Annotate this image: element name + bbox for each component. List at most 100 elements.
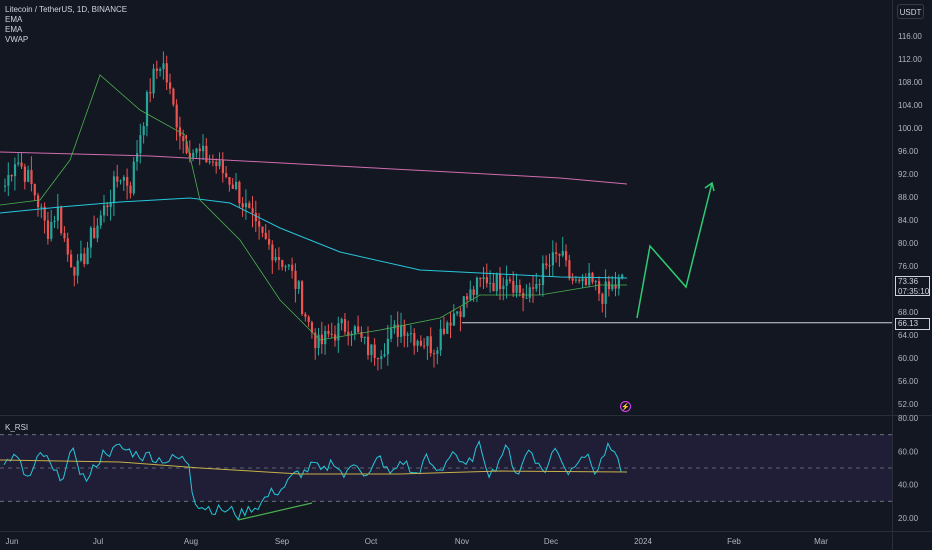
candle-body bbox=[159, 69, 162, 71]
candle-body bbox=[429, 336, 432, 354]
candle-body bbox=[89, 227, 92, 248]
candle-body bbox=[406, 334, 409, 336]
candle-body bbox=[63, 233, 66, 239]
candle-body bbox=[175, 104, 178, 128]
indicator-vwap[interactable]: VWAP bbox=[5, 35, 29, 44]
rsi-divergence-line bbox=[237, 502, 313, 521]
candle-body bbox=[182, 136, 185, 142]
candle-body bbox=[142, 126, 145, 136]
candle-body bbox=[30, 170, 33, 184]
currency-button[interactable]: USDT bbox=[897, 4, 924, 19]
candle-body bbox=[433, 353, 436, 355]
candle-body bbox=[208, 161, 211, 163]
candle-body bbox=[551, 252, 554, 266]
candle-body bbox=[27, 170, 30, 182]
candle-body bbox=[99, 215, 102, 226]
candle-body bbox=[545, 263, 548, 266]
candle-body bbox=[409, 333, 413, 335]
candle-body bbox=[284, 266, 287, 268]
rsi-line bbox=[3, 440, 622, 521]
time-label: Jun bbox=[6, 537, 19, 546]
price-tick-label: 80.00 bbox=[898, 239, 919, 248]
lightning-icon[interactable]: ⚡ bbox=[620, 401, 631, 412]
candle-body bbox=[112, 176, 116, 203]
time-label: Jul bbox=[93, 537, 103, 546]
candle-body bbox=[446, 322, 449, 334]
candle-body bbox=[400, 325, 403, 337]
indicator-ema-2[interactable]: EMA bbox=[5, 25, 23, 34]
candle-body bbox=[277, 257, 281, 260]
candle-body bbox=[360, 332, 363, 338]
candle-body bbox=[225, 173, 228, 177]
price-tick-label: 56.00 bbox=[898, 377, 919, 386]
candle-body bbox=[258, 221, 261, 227]
candle-body bbox=[317, 334, 320, 349]
candle-body bbox=[50, 221, 53, 239]
candle-body bbox=[614, 285, 617, 289]
candle-body bbox=[568, 260, 571, 279]
candle-body bbox=[228, 176, 231, 185]
rsi-tick-label: 80.00 bbox=[898, 414, 919, 423]
candle-body bbox=[611, 285, 614, 290]
candle-body bbox=[383, 354, 386, 357]
candle-body bbox=[261, 226, 264, 233]
candle-body bbox=[83, 253, 86, 265]
candle-body bbox=[231, 184, 234, 189]
candle-body bbox=[565, 251, 568, 261]
candle-body bbox=[20, 162, 23, 167]
candle-body bbox=[416, 340, 419, 346]
candle-body bbox=[489, 282, 492, 284]
candle-body bbox=[337, 323, 340, 341]
candle-body bbox=[291, 264, 294, 271]
candle-body bbox=[581, 278, 584, 282]
candle-body bbox=[129, 185, 132, 194]
candle-body bbox=[541, 263, 545, 285]
candle-body bbox=[53, 220, 56, 222]
candle-body bbox=[462, 296, 465, 318]
price-tick-label: 112.00 bbox=[898, 55, 922, 64]
rsi-tick-label: 40.00 bbox=[898, 481, 919, 490]
candle-body bbox=[367, 336, 370, 356]
rsi-tick-label: 20.00 bbox=[898, 514, 919, 523]
price-pane bbox=[0, 0, 892, 415]
price-tick-label: 88.00 bbox=[898, 193, 919, 202]
candle-body bbox=[522, 292, 525, 298]
candle-body bbox=[103, 205, 106, 216]
candle-body bbox=[297, 281, 300, 289]
price-tick-label: 60.00 bbox=[898, 354, 919, 363]
candle-body bbox=[169, 82, 172, 89]
candle-body bbox=[43, 206, 46, 221]
price-tick-label: 104.00 bbox=[898, 101, 923, 110]
indicator-ema-1[interactable]: EMA bbox=[5, 15, 23, 24]
candle-body bbox=[449, 322, 452, 326]
candle-body bbox=[621, 274, 624, 278]
price-tick-label: 96.00 bbox=[898, 147, 919, 156]
candle-body bbox=[281, 259, 284, 267]
price-tick-label: 100.00 bbox=[898, 124, 923, 133]
candle-body bbox=[327, 330, 330, 334]
candle-body bbox=[70, 254, 73, 268]
symbol-title[interactable]: Litecoin / TetherUS, 1D, BINANCE bbox=[5, 5, 128, 14]
candle-body bbox=[466, 296, 469, 300]
candle-body bbox=[136, 153, 139, 162]
candle-body bbox=[376, 357, 380, 360]
candle-body bbox=[330, 333, 333, 335]
candle-body bbox=[426, 336, 429, 346]
candle-body bbox=[10, 175, 13, 177]
candle-body bbox=[287, 264, 290, 267]
candle-body bbox=[241, 203, 244, 208]
candle-body bbox=[264, 232, 267, 239]
candle-body bbox=[512, 280, 515, 293]
candle-body bbox=[413, 333, 416, 346]
candle-body bbox=[37, 195, 40, 208]
price-tick-label: 108.00 bbox=[898, 78, 923, 87]
candle-body bbox=[390, 328, 393, 339]
candle-body bbox=[301, 281, 304, 314]
candle-body bbox=[304, 313, 307, 317]
rsi-band bbox=[0, 434, 892, 502]
rsi-label[interactable]: K_RSI bbox=[5, 423, 29, 432]
candle-body bbox=[515, 285, 518, 293]
projection-arrowhead bbox=[704, 181, 715, 192]
candle-body bbox=[192, 152, 195, 158]
